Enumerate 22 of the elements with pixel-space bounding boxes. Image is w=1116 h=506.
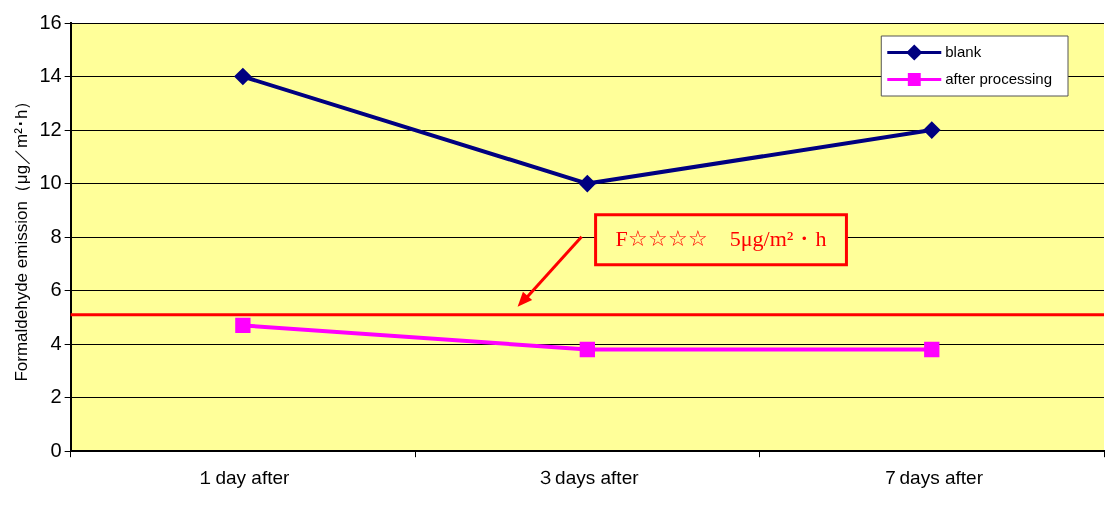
- y-tick-label: 12: [39, 117, 62, 140]
- legend-label: blank: [945, 42, 982, 60]
- point: [579, 175, 596, 192]
- y-axis-title: Formaldehyde emission（μg／m²･h）: [11, 92, 31, 382]
- point: [923, 122, 940, 139]
- point: [235, 317, 251, 334]
- y-tick-label: 14: [39, 64, 62, 87]
- y-tick-label: 10: [39, 171, 62, 194]
- point: [924, 341, 940, 358]
- y-tick-label: 16: [39, 10, 62, 33]
- y-tick-label: 0: [50, 438, 62, 461]
- ref-line-label: F☆☆☆☆ 5μg/m²・h: [615, 226, 827, 252]
- legend-label: after processing: [945, 69, 1053, 87]
- y-tick-label: 8: [50, 224, 62, 247]
- x-tick-label: ３days after: [536, 466, 640, 488]
- x-tick-label: ７days after: [880, 466, 984, 488]
- y-tick-label: 2: [50, 385, 62, 408]
- x-tick-label: １day after: [196, 466, 291, 488]
- y-tick-label: 4: [50, 331, 62, 354]
- point: [234, 68, 251, 85]
- point: [579, 341, 595, 358]
- y-tick-label: 6: [50, 278, 62, 301]
